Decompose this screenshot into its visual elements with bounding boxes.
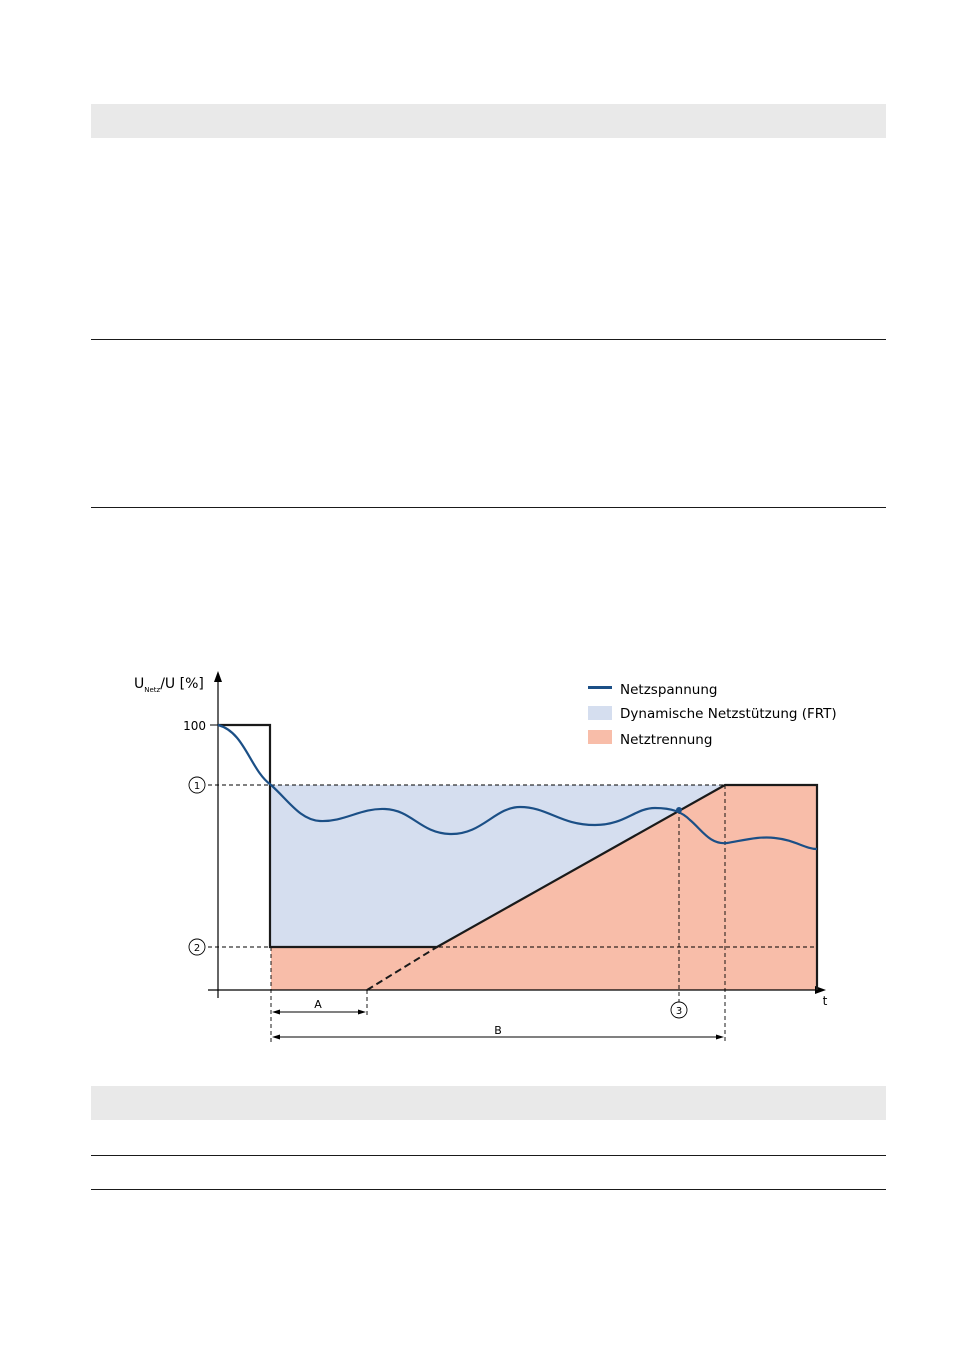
y-axis-label: UNetz/U [%] [134, 676, 204, 694]
header-band-bottom [91, 1086, 886, 1120]
legend-label-frt: Dynamische Netzstützung (FRT) [620, 706, 837, 722]
divider-3 [91, 1155, 886, 1156]
frt-region [271, 785, 725, 947]
y-axis-arrow [214, 671, 222, 682]
svg-text:1: 1 [194, 781, 200, 792]
dimension-label-b: B [494, 1024, 502, 1037]
dimension-arrowheads [272, 1009, 724, 1040]
marker-3: 3 [670, 1001, 688, 1019]
y-tick-100-label: 100 [183, 719, 206, 733]
disconnect-region-lower [271, 947, 441, 990]
dimension-lines [274, 1011, 722, 1038]
header-band-top [91, 104, 886, 138]
legend-swatch-disconnect [588, 730, 612, 744]
legend-label-grid-voltage: Netzspannung [620, 682, 717, 698]
legend-swatch-grid-voltage [588, 686, 612, 689]
disconnect-region-upper [367, 785, 817, 990]
frt-diagram: A B UNetz/U [%] 100 t 1 2 3 Netzspannung… [134, 671, 837, 1042]
svg-text:2: 2 [194, 943, 200, 954]
dimension-label-a: A [314, 998, 322, 1011]
divider-1 [91, 339, 886, 340]
svg-text:3: 3 [676, 1006, 682, 1017]
x-axis-label: t [823, 994, 828, 1008]
legend-swatch-frt [588, 706, 612, 720]
intersection-point [676, 807, 682, 813]
limit-curve-extension [366, 946, 438, 991]
marker-2: 2 [188, 938, 206, 956]
legend: Netzspannung Dynamische Netzstützung (FR… [588, 682, 837, 748]
legend-label-disconnect: Netztrennung [620, 732, 712, 748]
divider-4 [91, 1189, 886, 1190]
divider-2 [91, 507, 886, 508]
grid-voltage-curve [217, 723, 818, 851]
marker-1: 1 [188, 776, 206, 794]
